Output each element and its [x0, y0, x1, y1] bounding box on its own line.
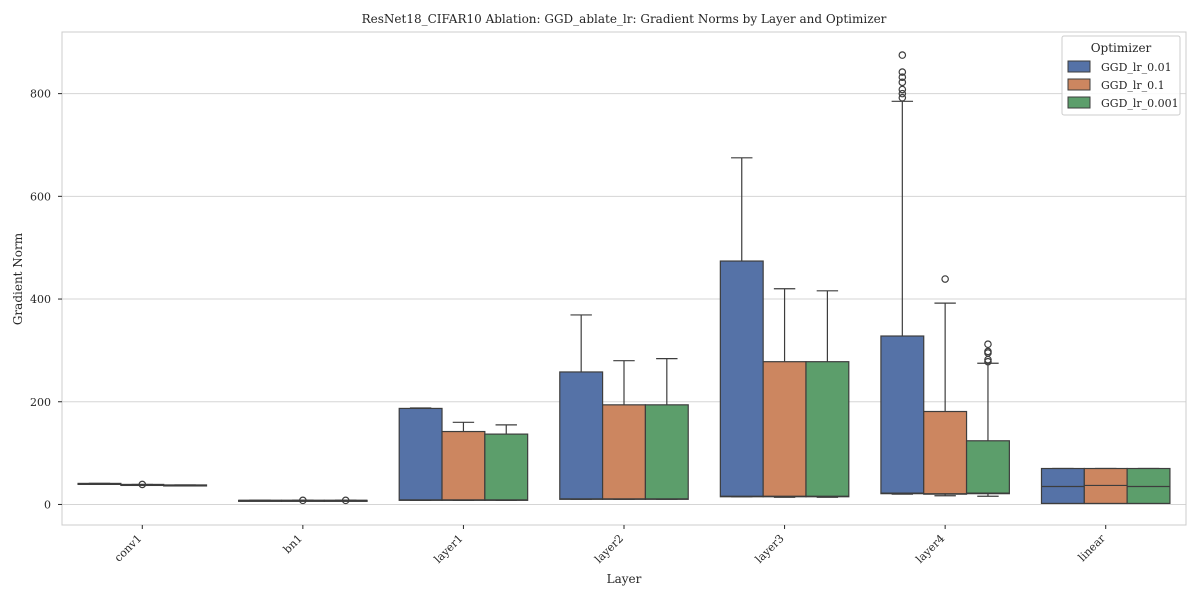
box-GGD_lr_0.001-layer1	[484, 424, 529, 501]
legend-label: GGD_lr_0.01	[1101, 61, 1172, 74]
legend-swatch	[1067, 96, 1091, 109]
x-tick-label-conv1: conv1	[112, 532, 145, 565]
box-GGD_lr_0.001-linear	[1126, 467, 1171, 505]
outlier-point	[984, 340, 992, 349]
legend-swatch	[1067, 78, 1091, 91]
box-GGD_lr_0.001-layer3	[805, 290, 850, 498]
outlier-point	[898, 89, 907, 98]
legend-label: GGD_lr_0.001	[1101, 97, 1179, 110]
x-tick-label-layer1: layer1	[432, 532, 466, 566]
box-body	[601, 404, 647, 500]
y-axis-label: Gradient Norm	[11, 232, 25, 325]
box-body	[965, 440, 1010, 495]
grid-layer	[62, 93, 1186, 505]
box-GGD_lr_0.01-layer4	[880, 51, 925, 495]
x-axis-label: Layer	[607, 572, 642, 586]
box-GGD_lr_0.1-layer3	[762, 288, 807, 498]
x-tick-label-linear: linear	[1076, 531, 1109, 564]
legend-title: Optimizer	[1091, 41, 1152, 55]
outlier-point	[898, 85, 907, 94]
x-tick-label-layer2: layer2	[592, 532, 626, 566]
box-body	[644, 404, 689, 500]
box-body	[398, 407, 443, 501]
box-GGD_lr_0.01-layer2	[559, 314, 604, 500]
box-GGD_lr_0.001-bn1	[323, 496, 368, 505]
box-body	[805, 361, 850, 498]
outlier-point	[898, 93, 907, 102]
x-tick-label-bn1: bn1	[281, 532, 305, 556]
chart-title: ResNet18_CIFAR10 Ablation: GGD_ablate_lr…	[362, 12, 887, 26]
box-GGD_lr_0.01-bn1	[238, 499, 283, 502]
legend: Optimizer GGD_lr_0.01GGD_lr_0.1GGD_lr_0.…	[1061, 35, 1181, 116]
outlier-point	[898, 73, 907, 81]
box-GGD_lr_0.001-layer2	[644, 358, 689, 500]
y-axis-ticks: 0 200 400 600 800	[30, 88, 62, 511]
box-body	[923, 410, 968, 495]
box-GGD_lr_0.1-conv1	[120, 480, 165, 489]
y-tick-label: 200	[30, 396, 51, 409]
legend-label: GGD_lr_0.1	[1101, 79, 1165, 92]
legend-frame	[1061, 35, 1181, 116]
legend-item-GGD_lr_0.1: GGD_lr_0.1	[1067, 78, 1165, 92]
box-body	[880, 335, 925, 495]
x-tick-label-layer3: layer3	[753, 532, 787, 566]
outlier-point	[299, 496, 307, 505]
box-body	[762, 361, 807, 498]
y-tick-label: 800	[30, 88, 51, 101]
x-tick-label-layer4: layer4	[913, 532, 947, 566]
y-tick-label: 400	[30, 293, 51, 306]
outlier-point	[898, 78, 907, 87]
box-GGD_lr_0.1-linear	[1083, 467, 1128, 505]
y-tick-label: 0	[44, 498, 51, 511]
box-GGD_lr_0.1-layer4	[923, 275, 968, 497]
box-GGD_lr_0.01-layer3	[719, 157, 764, 498]
y-tick-label: 600	[30, 190, 51, 203]
box-body	[559, 371, 604, 500]
box-body	[441, 430, 486, 501]
outlier-point	[984, 347, 992, 356]
box-GGD_lr_0.01-layer1	[398, 407, 443, 501]
outlier-point	[138, 480, 147, 489]
outlier-point	[341, 496, 350, 505]
outlier-point	[898, 68, 907, 76]
box-GGD_lr_0.001-layer4	[965, 340, 1010, 497]
box-GGD_lr_0.1-bn1	[280, 496, 325, 505]
legend-items: GGD_lr_0.01 GGD_lr_0.1 GGD_lr_0.001	[1067, 60, 1179, 110]
box-body	[719, 260, 764, 498]
legend-item-GGD_lr_0.001: GGD_lr_0.001	[1067, 96, 1179, 110]
outlier-point	[941, 275, 949, 283]
outlier-point	[984, 357, 992, 366]
x-axis-ticks: conv1 bn1 layer1 layer2 layer3 layer4 linear	[112, 525, 1109, 566]
box-GGD_lr_0.1-layer2	[601, 360, 647, 500]
boxes-layer	[77, 51, 1171, 505]
box-body	[484, 433, 529, 501]
legend-item-GGD_lr_0.01: GGD_lr_0.01	[1067, 60, 1172, 74]
outlier-point	[898, 51, 907, 59]
box-GGD_lr_0.1-layer1	[441, 421, 486, 501]
box-GGD_lr_0.001-conv1	[163, 484, 208, 487]
box-GGD_lr_0.01-conv1	[77, 482, 122, 486]
legend-swatch	[1067, 60, 1091, 73]
box-GGD_lr_0.01-linear	[1040, 467, 1085, 505]
